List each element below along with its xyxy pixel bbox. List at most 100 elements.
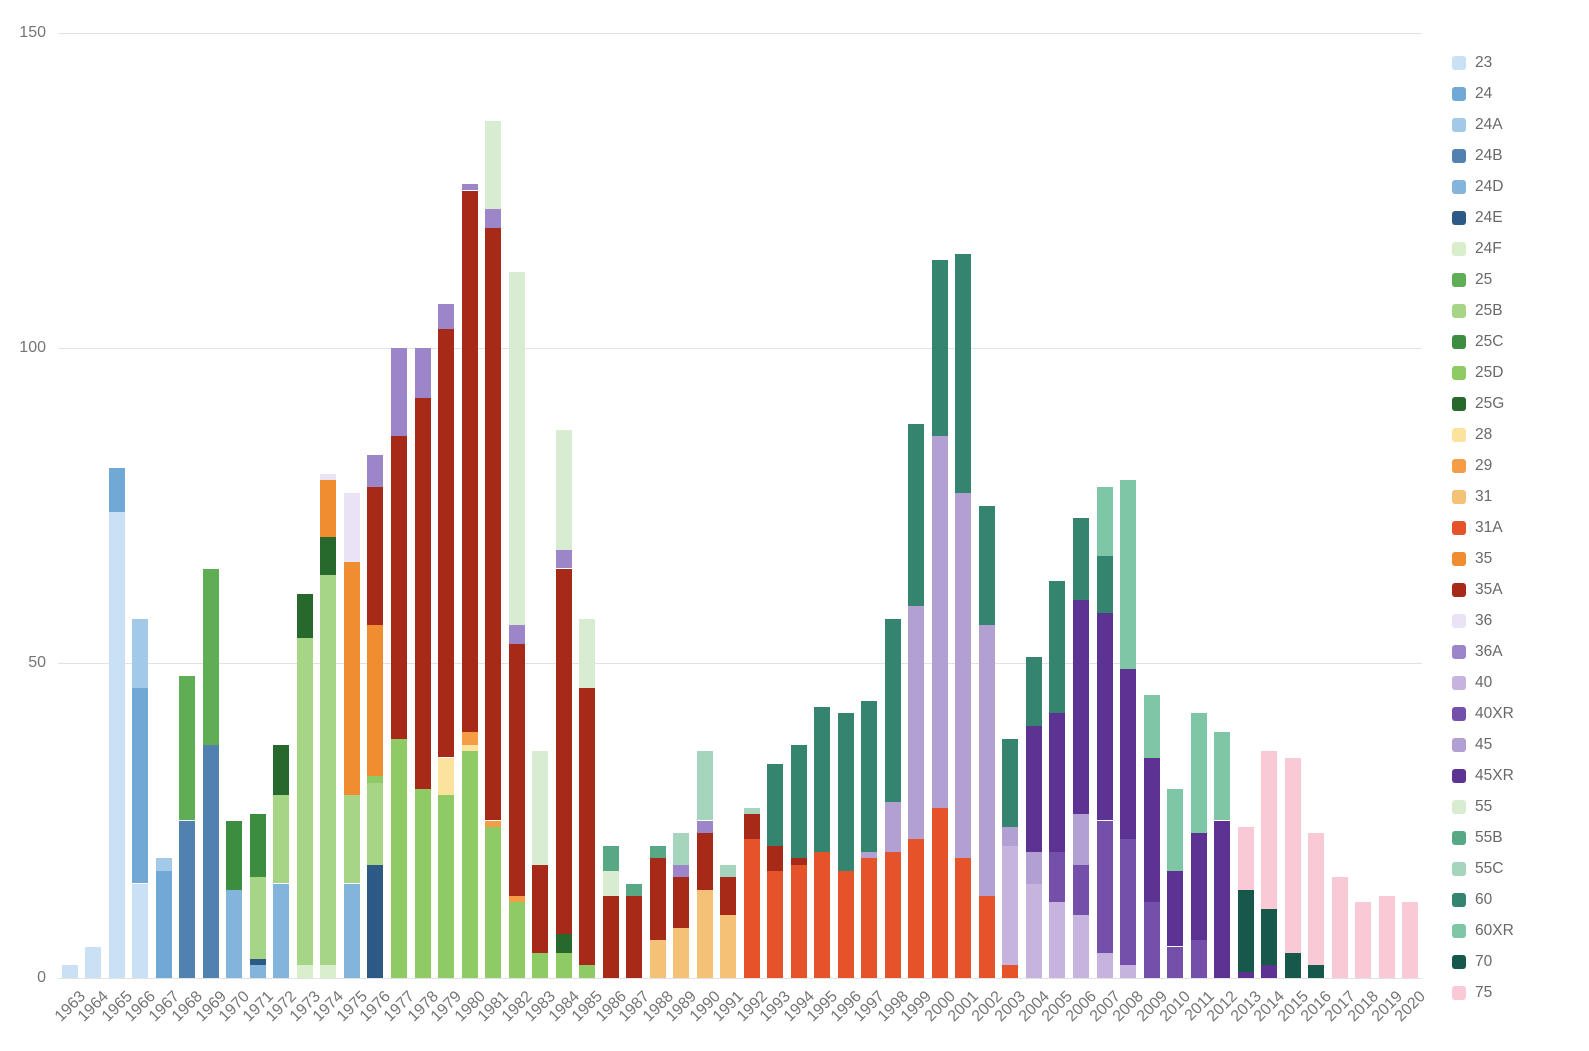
bar-segment[interactable] bbox=[1073, 864, 1089, 915]
bar-segment[interactable] bbox=[1261, 908, 1278, 966]
bar-segment[interactable] bbox=[837, 713, 854, 871]
legend-item-24b[interactable]: 24B bbox=[1452, 148, 1514, 164]
bar-segment[interactable] bbox=[485, 209, 502, 229]
legend-item-36[interactable]: 36 bbox=[1452, 613, 1514, 629]
bar-segment[interactable] bbox=[343, 492, 360, 563]
bar-segment[interactable] bbox=[790, 858, 807, 865]
bar-segment[interactable] bbox=[438, 329, 455, 758]
bar-segment[interactable] bbox=[391, 738, 407, 978]
bar-segment[interactable] bbox=[108, 467, 125, 512]
bar-segment[interactable] bbox=[931, 807, 948, 978]
bar-segment[interactable] bbox=[485, 121, 502, 210]
bar-segment[interactable] bbox=[884, 852, 901, 978]
legend-item-35[interactable]: 35 bbox=[1452, 551, 1514, 567]
bar-segment[interactable] bbox=[367, 782, 384, 865]
bar-segment[interactable] bbox=[1073, 814, 1089, 865]
bar-segment[interactable] bbox=[720, 864, 737, 878]
bar-segment[interactable] bbox=[673, 927, 690, 978]
bar-segment[interactable] bbox=[249, 959, 266, 966]
bar-segment[interactable] bbox=[978, 625, 995, 897]
bar-segment[interactable] bbox=[249, 877, 266, 960]
bar-segment[interactable] bbox=[155, 870, 172, 978]
bar-segment[interactable] bbox=[414, 348, 431, 399]
bar-segment[interactable] bbox=[861, 700, 878, 852]
bar-segment[interactable] bbox=[908, 839, 925, 978]
bar-segment[interactable] bbox=[555, 933, 572, 953]
bar-segment[interactable] bbox=[202, 744, 219, 978]
bar-segment[interactable] bbox=[132, 688, 149, 884]
bar-segment[interactable] bbox=[1049, 713, 1066, 852]
legend-item-40xr[interactable]: 40XR bbox=[1452, 706, 1514, 722]
bar-segment[interactable] bbox=[555, 429, 572, 550]
bar-segment[interactable] bbox=[391, 348, 407, 437]
bar-segment[interactable] bbox=[579, 618, 596, 689]
bar-segment[interactable] bbox=[1261, 965, 1278, 978]
bar-segment[interactable] bbox=[1025, 726, 1042, 852]
bar-segment[interactable] bbox=[85, 946, 102, 978]
bar-segment[interactable] bbox=[249, 814, 266, 878]
bar-segment[interactable] bbox=[814, 852, 831, 978]
bar-segment[interactable] bbox=[1096, 555, 1113, 613]
legend-item-25d[interactable]: 25D bbox=[1452, 365, 1514, 381]
bar-segment[interactable] bbox=[1237, 826, 1254, 890]
legend-item-40[interactable]: 40 bbox=[1452, 675, 1514, 691]
bar-segment[interactable] bbox=[1190, 713, 1207, 834]
bar-segment[interactable] bbox=[367, 486, 384, 626]
bar-segment[interactable] bbox=[343, 795, 360, 884]
bar-segment[interactable] bbox=[649, 858, 666, 941]
bar-segment[interactable] bbox=[532, 952, 549, 978]
bar-segment[interactable] bbox=[461, 190, 478, 733]
bar-segment[interactable] bbox=[1073, 600, 1089, 815]
bar-segment[interactable] bbox=[273, 744, 290, 796]
bar-segment[interactable] bbox=[931, 436, 948, 808]
bar-segment[interactable] bbox=[438, 303, 455, 330]
legend-item-31a[interactable]: 31A bbox=[1452, 520, 1514, 536]
bar-segment[interactable] bbox=[955, 858, 972, 978]
bar-segment[interactable] bbox=[555, 549, 572, 569]
bar-segment[interactable] bbox=[296, 593, 313, 638]
bar-segment[interactable] bbox=[1237, 889, 1254, 972]
bar-segment[interactable] bbox=[696, 751, 713, 821]
bar-segment[interactable] bbox=[1402, 902, 1419, 978]
legend-item-24[interactable]: 24 bbox=[1452, 86, 1514, 102]
bar-segment[interactable] bbox=[626, 883, 643, 897]
bar-segment[interactable] bbox=[1025, 883, 1042, 978]
legend-item-45xr[interactable]: 45XR bbox=[1452, 768, 1514, 784]
bar-segment[interactable] bbox=[1120, 839, 1137, 966]
bar-segment[interactable] bbox=[179, 820, 196, 978]
legend-item-55b[interactable]: 55B bbox=[1452, 830, 1514, 846]
bar-segment[interactable] bbox=[1190, 940, 1207, 978]
bar-segment[interactable] bbox=[1237, 971, 1254, 978]
bar-segment[interactable] bbox=[814, 707, 831, 852]
bar-segment[interactable] bbox=[461, 732, 478, 745]
legend-item-55[interactable]: 55 bbox=[1452, 799, 1514, 815]
bar-segment[interactable] bbox=[696, 820, 713, 834]
legend-item-70[interactable]: 70 bbox=[1452, 954, 1514, 970]
bar-segment[interactable] bbox=[1214, 732, 1231, 821]
legend-item-24f[interactable]: 24F bbox=[1452, 241, 1514, 257]
legend-item-25g[interactable]: 25G bbox=[1452, 396, 1514, 412]
bar-segment[interactable] bbox=[1002, 738, 1019, 827]
bar-segment[interactable] bbox=[179, 675, 196, 821]
bar-segment[interactable] bbox=[438, 757, 455, 796]
bar-segment[interactable] bbox=[532, 864, 549, 953]
bar-segment[interactable] bbox=[1167, 789, 1184, 871]
bar-segment[interactable] bbox=[132, 883, 149, 978]
bar-segment[interactable] bbox=[1002, 965, 1019, 978]
legend-item-28[interactable]: 28 bbox=[1452, 427, 1514, 443]
bar-segment[interactable] bbox=[367, 776, 384, 783]
bar-segment[interactable] bbox=[1073, 518, 1089, 600]
bar-segment[interactable] bbox=[320, 537, 337, 575]
bar-segment[interactable] bbox=[1308, 833, 1325, 966]
bar-segment[interactable] bbox=[1120, 965, 1137, 978]
bar-segment[interactable] bbox=[1331, 877, 1348, 978]
legend-item-31[interactable]: 31 bbox=[1452, 489, 1514, 505]
bar-segment[interactable] bbox=[1049, 852, 1066, 903]
legend-item-36a[interactable]: 36A bbox=[1452, 644, 1514, 660]
bar-segment[interactable] bbox=[767, 763, 784, 846]
bar-segment[interactable] bbox=[884, 618, 901, 802]
bar-segment[interactable] bbox=[908, 606, 925, 840]
bar-segment[interactable] bbox=[367, 864, 384, 978]
bar-segment[interactable] bbox=[1143, 902, 1160, 978]
bar-segment[interactable] bbox=[884, 801, 901, 852]
